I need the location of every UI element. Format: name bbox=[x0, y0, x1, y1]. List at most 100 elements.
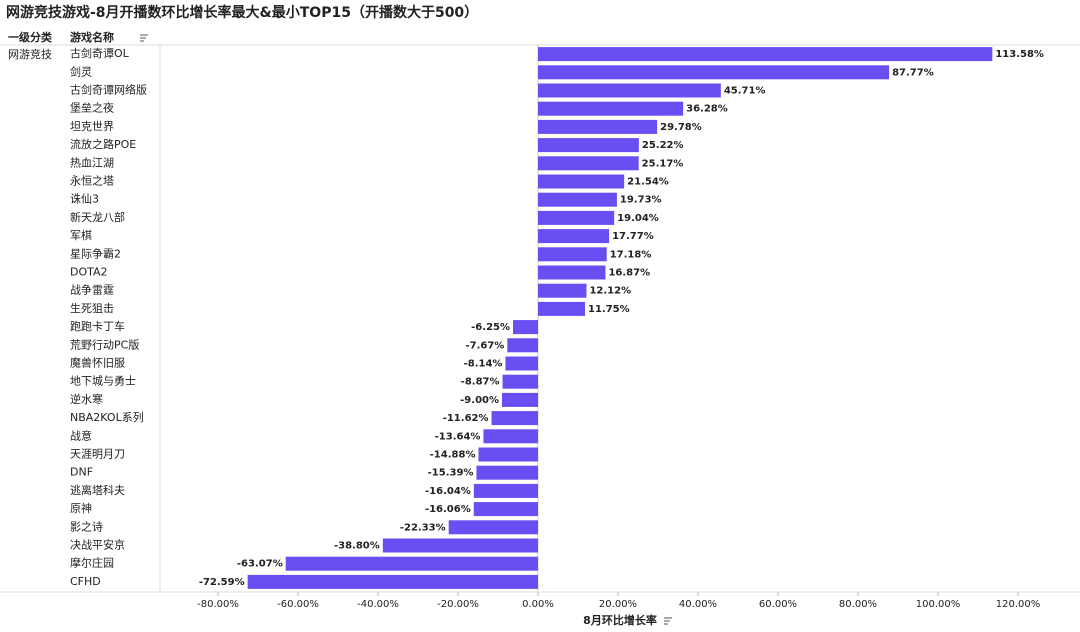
x-tick-label: 40.00% bbox=[679, 599, 717, 610]
category-label: 逃离塔科夫 bbox=[70, 483, 125, 497]
value-label: -7.67% bbox=[465, 340, 504, 351]
bar bbox=[476, 465, 538, 480]
bar bbox=[538, 283, 587, 298]
group-label: 网游竞技 bbox=[8, 47, 52, 61]
category-label: NBA2KOL系列 bbox=[70, 410, 144, 424]
value-label: 17.77% bbox=[612, 231, 654, 242]
category-label: 战争雷霆 bbox=[70, 283, 114, 297]
value-label: 36.28% bbox=[686, 104, 728, 115]
category-label: 荒野行动PC版 bbox=[70, 337, 139, 351]
bar bbox=[538, 210, 615, 225]
bar bbox=[473, 483, 538, 498]
bar bbox=[538, 138, 639, 153]
category-label: 诛仙3 bbox=[70, 193, 99, 206]
category-label: 跑跑卡丁车 bbox=[70, 319, 125, 333]
category-label: 热血江湖 bbox=[70, 155, 114, 169]
category-label: 原神 bbox=[70, 501, 92, 515]
bar bbox=[538, 229, 610, 244]
value-label: 45.71% bbox=[724, 86, 766, 97]
value-label: -8.14% bbox=[464, 359, 503, 370]
bar bbox=[382, 538, 538, 553]
x-axis-title: 8月环比增长率 bbox=[583, 613, 657, 627]
bar bbox=[538, 192, 617, 207]
category-label: 逆水寒 bbox=[70, 392, 103, 406]
value-label: -22.33% bbox=[400, 522, 446, 533]
value-label: 12.12% bbox=[589, 286, 631, 297]
value-label: 87.77% bbox=[892, 67, 934, 78]
x-tick-label: 80.00% bbox=[839, 599, 877, 610]
x-tick-label: -40.00% bbox=[357, 599, 399, 610]
bar bbox=[538, 101, 684, 116]
value-label: -13.64% bbox=[435, 431, 481, 442]
x-tick-label: 100.00% bbox=[916, 599, 961, 610]
category-label: 永恒之塔 bbox=[70, 174, 114, 188]
category-label: 决战平安京 bbox=[70, 538, 125, 552]
bar bbox=[538, 174, 625, 189]
category-label: 地下城与勇士 bbox=[70, 375, 136, 388]
value-label: 25.17% bbox=[642, 158, 684, 169]
value-label: 25.22% bbox=[642, 140, 684, 151]
x-tick-label: 60.00% bbox=[759, 599, 797, 610]
category-label: 天涯明月刀 bbox=[70, 447, 125, 461]
x-tick-label: -20.00% bbox=[437, 599, 479, 610]
bar bbox=[491, 411, 538, 426]
category-label: 魔兽怀旧服 bbox=[70, 356, 125, 370]
value-label: 113.58% bbox=[995, 49, 1044, 60]
bar bbox=[538, 83, 721, 98]
bar bbox=[285, 556, 538, 571]
value-label: -9.00% bbox=[460, 395, 499, 406]
category-label: 生死狙击 bbox=[70, 301, 114, 315]
x-tick-label: 0.00% bbox=[522, 599, 554, 610]
category-label: 古剑奇谭网络版 bbox=[70, 83, 147, 97]
category-label: 堡垒之夜 bbox=[70, 101, 114, 115]
category-label: 古剑奇谭OL bbox=[70, 46, 130, 60]
bar bbox=[538, 247, 607, 262]
bar bbox=[507, 338, 538, 353]
category-label: 战意 bbox=[70, 428, 92, 442]
category-label: DOTA2 bbox=[70, 266, 108, 279]
bar bbox=[538, 265, 606, 280]
value-label: 21.54% bbox=[627, 177, 669, 188]
bar bbox=[538, 65, 890, 80]
value-label: 29.78% bbox=[660, 122, 702, 133]
category-label: 摩尔庄园 bbox=[70, 556, 114, 570]
sort-icon[interactable] bbox=[140, 34, 148, 42]
value-label: -72.59% bbox=[199, 577, 245, 588]
bar bbox=[538, 47, 993, 62]
value-label: 11.75% bbox=[588, 304, 630, 315]
group-header: 一级分类 bbox=[8, 30, 53, 44]
bar bbox=[513, 320, 538, 335]
value-label: -14.88% bbox=[430, 450, 476, 461]
sort-icon[interactable] bbox=[664, 617, 672, 625]
bar bbox=[502, 374, 538, 389]
value-label: -8.87% bbox=[461, 377, 500, 388]
value-label: -15.39% bbox=[428, 468, 474, 479]
value-label: -38.80% bbox=[334, 541, 380, 552]
bar bbox=[478, 447, 538, 462]
category-label: CFHD bbox=[70, 575, 101, 588]
chart-title: 网游竞技游戏-8月开播数环比增长率最大&最小TOP15（开播数大于500） bbox=[6, 4, 478, 21]
value-label: 17.18% bbox=[610, 249, 652, 260]
bar bbox=[538, 156, 639, 171]
bar bbox=[473, 502, 538, 517]
value-label: -16.04% bbox=[425, 486, 471, 497]
value-label: -6.25% bbox=[471, 322, 510, 333]
category-label: DNF bbox=[70, 466, 93, 479]
category-label: 军棋 bbox=[70, 228, 92, 242]
value-label: 16.87% bbox=[608, 268, 650, 279]
bar bbox=[483, 429, 538, 444]
value-label: 19.04% bbox=[617, 213, 659, 224]
bar bbox=[247, 574, 538, 589]
bar bbox=[538, 301, 585, 316]
category-label: 剑灵 bbox=[70, 64, 92, 78]
value-label: -63.07% bbox=[237, 559, 283, 570]
x-tick-label: 20.00% bbox=[599, 599, 637, 610]
value-label: -16.06% bbox=[425, 504, 471, 515]
value-label: 19.73% bbox=[620, 195, 662, 206]
category-label: 星际争霸2 bbox=[70, 246, 121, 260]
category-label: 影之诗 bbox=[70, 519, 103, 533]
category-label: 新天龙八部 bbox=[70, 210, 125, 224]
bar bbox=[505, 356, 538, 371]
